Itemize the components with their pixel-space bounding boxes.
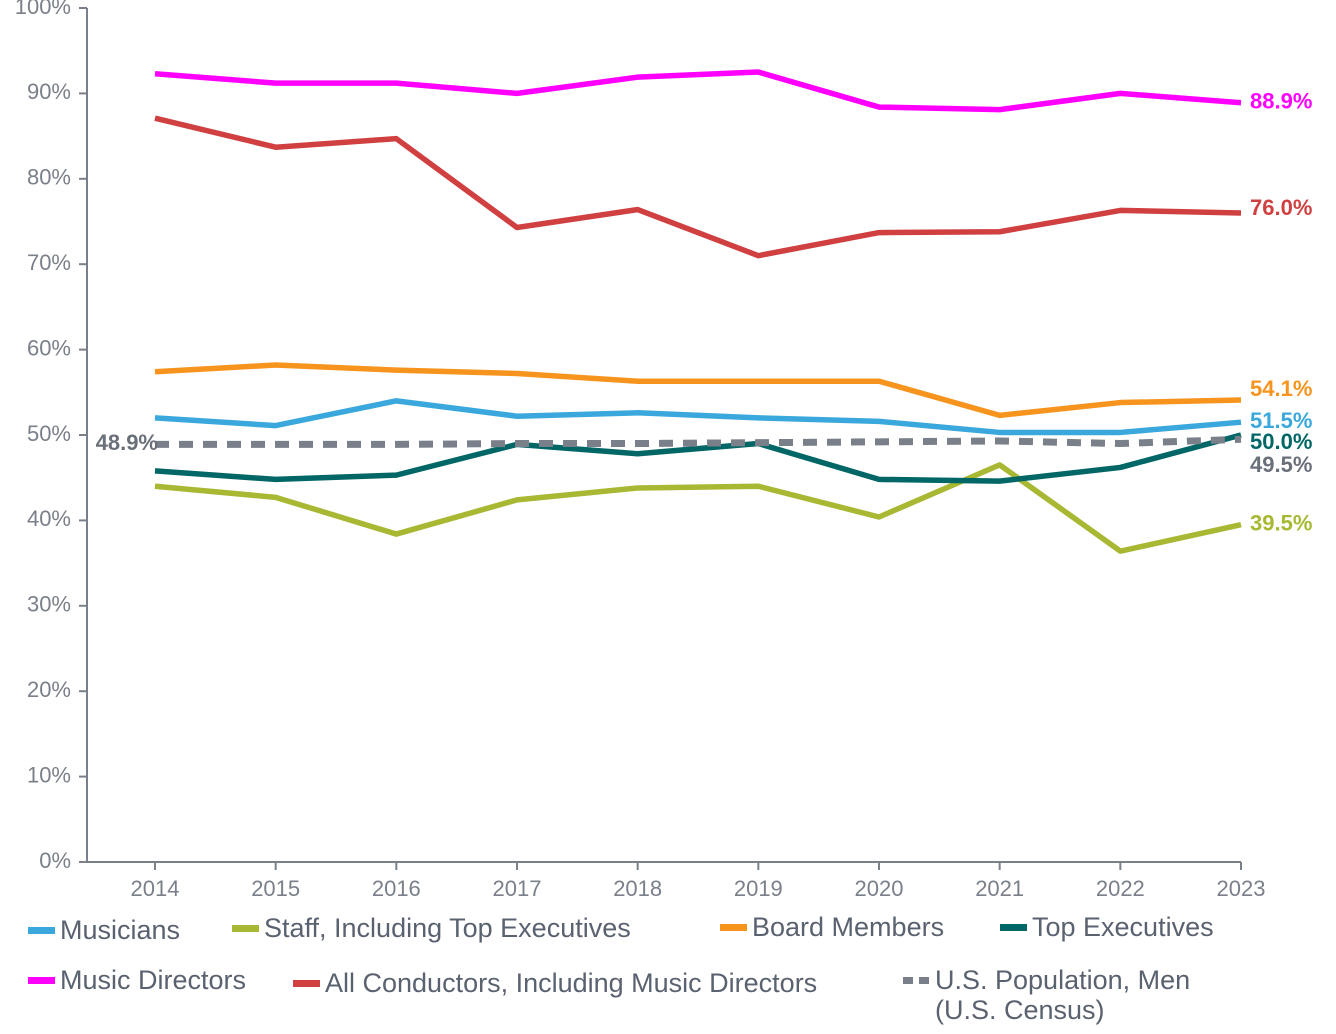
data-label: 88.9% bbox=[1250, 89, 1312, 114]
line-series bbox=[155, 435, 1242, 448]
x-tick-label: 2022 bbox=[1096, 876, 1145, 901]
x-tick-label: 2023 bbox=[1217, 876, 1266, 901]
y-tick-label: 30% bbox=[27, 592, 71, 617]
y-tick-label: 40% bbox=[27, 506, 71, 531]
legend-swatch bbox=[1000, 924, 1027, 931]
legend-label: Staff, Including Top Executives bbox=[264, 913, 631, 943]
legend-item: Staff, Including Top Executives bbox=[232, 913, 631, 943]
y-tick-label: 100% bbox=[15, 0, 71, 19]
y-tick-label: 10% bbox=[27, 762, 71, 787]
y-tick-label: 50% bbox=[27, 421, 71, 446]
legend-swatch bbox=[28, 927, 55, 934]
legend-label: U.S. Population, Men (U.S. Census) bbox=[935, 965, 1191, 1025]
legend-swatch bbox=[720, 924, 747, 931]
x-tick-label: 2017 bbox=[493, 876, 542, 901]
legend-item: Music Directors bbox=[28, 965, 246, 995]
legend-item: Top Executives bbox=[1000, 912, 1214, 942]
data-label: 48.9% bbox=[96, 430, 158, 455]
x-tick-label: 2015 bbox=[251, 876, 300, 901]
x-tick-label: 2021 bbox=[975, 876, 1024, 901]
data-label: 51.5% bbox=[1250, 408, 1312, 433]
legend-label: Music Directors bbox=[60, 965, 247, 995]
legend-label: Top Executives bbox=[1032, 912, 1214, 942]
legend-label: Board Members bbox=[752, 912, 945, 942]
data-label: 50.0% bbox=[1250, 429, 1312, 454]
legend-item: U.S. Population, Men (U.S. Census) bbox=[903, 965, 1220, 1025]
legend-swatch bbox=[903, 977, 930, 984]
data-label: 76.0% bbox=[1250, 195, 1312, 220]
legend-label: All Conductors, Including Music Director… bbox=[325, 968, 818, 998]
legend-swatch bbox=[28, 977, 55, 984]
x-tick-label: 2020 bbox=[855, 876, 904, 901]
x-tick-label: 2014 bbox=[131, 876, 180, 901]
x-tick-label: 2016 bbox=[372, 876, 421, 901]
y-tick-label: 20% bbox=[27, 677, 71, 702]
line-series bbox=[154, 115, 1242, 259]
y-tick-label: 90% bbox=[27, 79, 71, 104]
line-series bbox=[154, 432, 1242, 484]
legend-item: All Conductors, Including Music Director… bbox=[293, 968, 817, 998]
line-series bbox=[154, 69, 1242, 113]
x-tick-label: 2019 bbox=[734, 876, 783, 901]
line-series bbox=[154, 398, 1242, 436]
legend-swatch bbox=[232, 925, 259, 932]
y-tick-label: 70% bbox=[27, 250, 71, 275]
legend-item: Board Members bbox=[720, 912, 944, 942]
y-tick-label: 80% bbox=[27, 165, 71, 190]
legend-swatch bbox=[293, 980, 320, 987]
x-tick-label: 2018 bbox=[613, 876, 662, 901]
legend-label: Musicians bbox=[60, 915, 181, 945]
data-label: 54.1% bbox=[1250, 376, 1312, 401]
y-tick-label: 60% bbox=[27, 335, 71, 360]
y-tick-label: 0% bbox=[39, 848, 71, 873]
line-series bbox=[154, 362, 1242, 419]
data-label: 49.5% bbox=[1250, 452, 1312, 477]
data-label: 39.5% bbox=[1250, 510, 1312, 535]
legend-item: Musicians bbox=[28, 915, 180, 945]
line-series bbox=[154, 462, 1242, 554]
